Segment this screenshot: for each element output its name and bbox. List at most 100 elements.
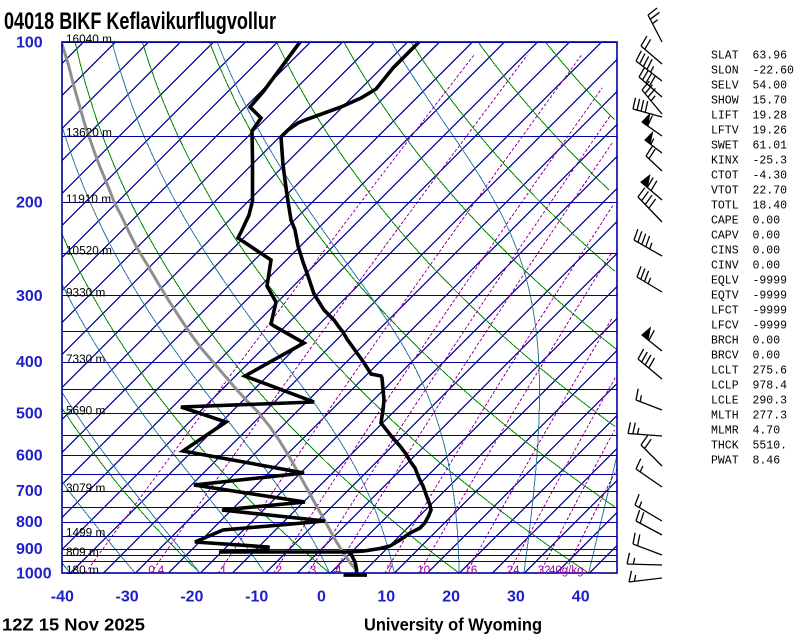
svg-text:40: 40	[572, 589, 590, 606]
svg-text:63.96: 63.96	[753, 50, 788, 63]
svg-text:40g/kg: 40g/kg	[549, 565, 584, 577]
svg-text:61.01: 61.01	[753, 140, 788, 153]
svg-text:300: 300	[16, 288, 43, 305]
svg-text:3079 m: 3079 m	[66, 481, 106, 495]
svg-text:277.3: 277.3	[753, 410, 788, 423]
svg-text:13620 m: 13620 m	[66, 126, 112, 140]
svg-text:275.6: 275.6	[753, 365, 788, 378]
svg-text:University of Wyoming: University of Wyoming	[364, 615, 542, 635]
svg-text:LCLE: LCLE	[711, 395, 739, 408]
svg-text:-9999: -9999	[753, 290, 788, 303]
svg-text:0: 0	[317, 589, 326, 606]
svg-text:-40: -40	[51, 589, 74, 606]
svg-text:CINS: CINS	[711, 245, 739, 258]
svg-text:-9999: -9999	[753, 305, 788, 318]
svg-text:-20: -20	[180, 589, 203, 606]
svg-text:0.00: 0.00	[753, 245, 781, 258]
svg-text:4: 4	[335, 565, 342, 577]
svg-text:THCK: THCK	[711, 440, 739, 453]
svg-text:1: 1	[220, 565, 226, 577]
svg-text:EQTV: EQTV	[711, 290, 739, 303]
svg-text:TOTL: TOTL	[711, 200, 739, 213]
svg-text:BRCH: BRCH	[711, 335, 739, 348]
svg-text:-25.3: -25.3	[753, 155, 788, 168]
svg-text:500: 500	[16, 406, 43, 423]
svg-text:SELV: SELV	[711, 80, 739, 93]
svg-text:400: 400	[16, 354, 43, 371]
svg-text:180 m: 180 m	[66, 563, 99, 577]
svg-text:CAPV: CAPV	[711, 230, 739, 243]
svg-text:PWAT: PWAT	[711, 455, 739, 468]
svg-text:978.4: 978.4	[753, 380, 788, 393]
svg-text:4.70: 4.70	[753, 425, 781, 438]
svg-text:12Z 15 Nov 2025: 12Z 15 Nov 2025	[2, 615, 145, 635]
svg-text:22.70: 22.70	[753, 185, 788, 198]
svg-text:04018 BIKF Keflavikurflugvollu: 04018 BIKF Keflavikurflugvollur	[4, 8, 276, 35]
svg-text:0.4: 0.4	[148, 565, 165, 577]
svg-text:-4.30: -4.30	[753, 170, 788, 183]
svg-text:800: 800	[16, 514, 43, 531]
svg-text:10520 m: 10520 m	[66, 244, 112, 258]
svg-text:-9999: -9999	[753, 275, 788, 288]
svg-text:LFTV: LFTV	[711, 125, 739, 138]
svg-text:100: 100	[16, 35, 43, 52]
svg-text:18.40: 18.40	[753, 200, 788, 213]
svg-text:32: 32	[538, 565, 551, 577]
svg-text:24: 24	[507, 565, 520, 577]
svg-text:-9999: -9999	[753, 320, 788, 333]
svg-text:0.00: 0.00	[753, 215, 781, 228]
svg-text:0.00: 0.00	[753, 260, 781, 273]
svg-text:0.00: 0.00	[753, 350, 781, 363]
svg-text:KINX: KINX	[711, 155, 739, 168]
svg-text:9330 m: 9330 m	[66, 286, 106, 300]
svg-text:VTOT: VTOT	[711, 185, 739, 198]
svg-text:5510.: 5510.	[753, 440, 788, 453]
svg-text:1000: 1000	[16, 566, 52, 583]
svg-text:30: 30	[507, 589, 525, 606]
svg-text:16: 16	[464, 565, 477, 577]
svg-text:-30: -30	[116, 589, 139, 606]
svg-text:7: 7	[386, 565, 392, 577]
svg-text:LFCT: LFCT	[711, 305, 739, 318]
svg-text:16040 m: 16040 m	[66, 32, 112, 46]
svg-text:700: 700	[16, 483, 43, 500]
svg-text:SLAT: SLAT	[711, 50, 739, 63]
svg-text:19.26: 19.26	[753, 125, 788, 138]
svg-text:MLTH: MLTH	[711, 410, 739, 423]
svg-text:-22.60: -22.60	[753, 65, 795, 78]
svg-text:CAPE: CAPE	[711, 215, 739, 228]
svg-text:SLON: SLON	[711, 65, 739, 78]
svg-text:LFCV: LFCV	[711, 320, 739, 333]
svg-text:7330 m: 7330 m	[66, 352, 106, 366]
svg-text:-10: -10	[245, 589, 268, 606]
svg-text:LIFT: LIFT	[711, 110, 739, 123]
svg-text:SWET: SWET	[711, 140, 739, 153]
svg-text:10: 10	[417, 565, 430, 577]
svg-text:54.00: 54.00	[753, 80, 788, 93]
svg-text:5690 m: 5690 m	[66, 403, 106, 417]
svg-text:600: 600	[16, 448, 43, 465]
svg-text:0.00: 0.00	[753, 335, 781, 348]
svg-text:10: 10	[377, 589, 395, 606]
svg-text:MLMR: MLMR	[711, 425, 739, 438]
svg-text:1499 m: 1499 m	[66, 526, 106, 540]
svg-text:CINV: CINV	[711, 260, 739, 273]
svg-text:809 m: 809 m	[66, 545, 99, 559]
svg-text:EQLV: EQLV	[711, 275, 739, 288]
svg-text:3: 3	[310, 565, 316, 577]
svg-text:900: 900	[16, 541, 43, 558]
svg-text:8.46: 8.46	[753, 455, 781, 468]
svg-text:0.00: 0.00	[753, 230, 781, 243]
svg-text:20: 20	[442, 589, 460, 606]
svg-text:BRCV: BRCV	[711, 350, 739, 363]
svg-text:SHOW: SHOW	[711, 95, 739, 108]
svg-text:290.3: 290.3	[753, 395, 788, 408]
svg-text:15.70: 15.70	[753, 95, 788, 108]
svg-text:LCLT: LCLT	[711, 365, 739, 378]
svg-text:19.28: 19.28	[753, 110, 788, 123]
svg-text:11910 m: 11910 m	[66, 192, 111, 206]
svg-text:CTOT: CTOT	[711, 170, 739, 183]
svg-text:LCLP: LCLP	[711, 380, 739, 393]
svg-text:200: 200	[16, 194, 43, 211]
svg-text:2: 2	[276, 565, 282, 577]
